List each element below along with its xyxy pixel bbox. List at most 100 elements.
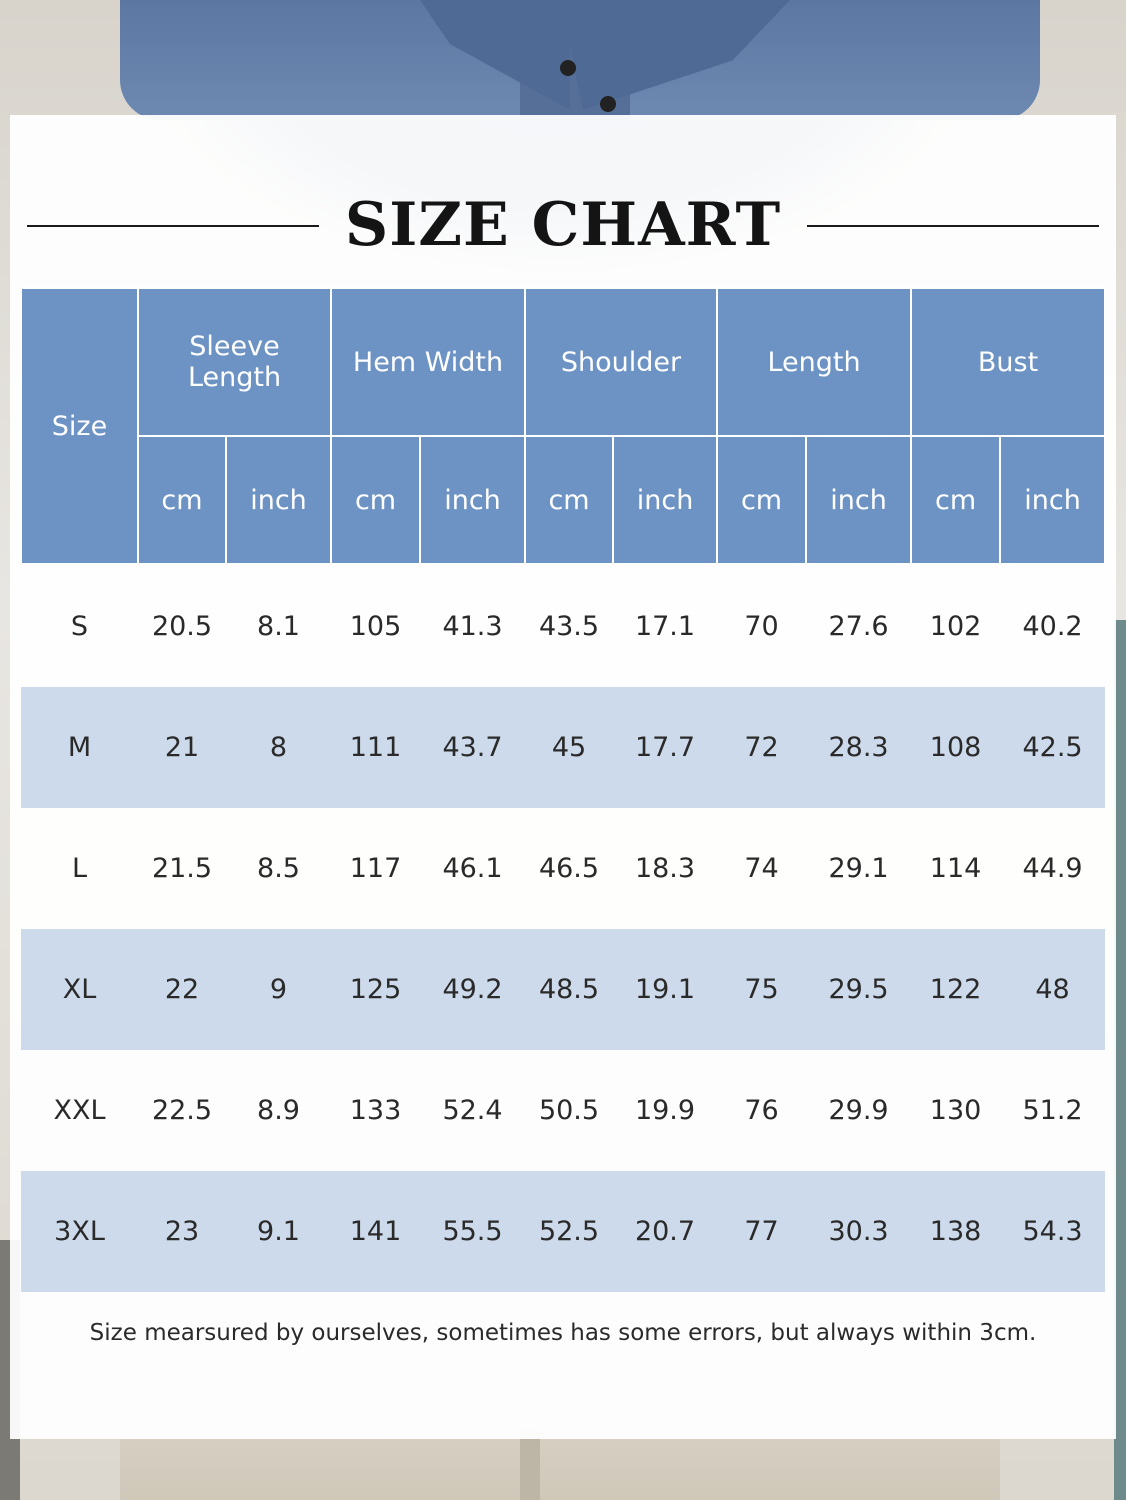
table-cell: 23 <box>138 1171 226 1292</box>
header-unit-cm: cm <box>910 435 1002 565</box>
shirt-button <box>600 96 616 112</box>
header-unit-inch: inch <box>224 435 333 565</box>
table-cell: 133 <box>349 1095 402 1126</box>
table-cell: 76 <box>744 1095 779 1126</box>
title-divider-right <box>807 225 1099 227</box>
table-cell: 125 <box>331 929 421 1050</box>
table-body: S 20.5 8.1 105 41.3 43.5 17.1 70 27.6 10… <box>21 564 1106 1292</box>
table-cell: 29.9 <box>828 1095 889 1126</box>
table-cell: 46.5 <box>538 853 600 884</box>
table-cell: 22.5 <box>151 1095 213 1126</box>
table-cell: 20.5 <box>151 610 213 642</box>
table-row: XL 22 9 125 49.2 48.5 19.1 75 29.5 122 4… <box>21 929 1106 1050</box>
table-cell: 117 <box>349 853 402 884</box>
size-cell: S <box>70 610 89 642</box>
size-cell: M <box>21 687 138 808</box>
table-cell: 50.5 <box>538 1095 600 1126</box>
header-length: Length <box>716 287 913 437</box>
table-cell: 40.2 <box>1022 610 1083 642</box>
size-chart-card: SIZE CHART Size Sleeve Length Hem Width … <box>10 115 1116 1439</box>
table-cell: 70 <box>744 610 779 642</box>
table-cell: 122 <box>911 929 1001 1050</box>
shirt-button <box>560 60 576 76</box>
table-cell: 20.7 <box>613 1171 718 1292</box>
table-cell: 8 <box>226 687 332 808</box>
header-unit-inch: inch <box>612 435 719 565</box>
table-cell: 21.5 <box>151 853 213 884</box>
table-cell: 108 <box>911 687 1001 808</box>
table-cell: 52.4 <box>442 1095 503 1126</box>
table-cell: 21 <box>138 687 226 808</box>
title-divider-left <box>27 225 319 227</box>
table-cell: 44.9 <box>1022 853 1083 884</box>
header-size: Size <box>20 287 139 565</box>
table-cell: 8.1 <box>257 610 300 642</box>
table-cell: 9.1 <box>226 1171 332 1292</box>
table-cell: 130 <box>929 1095 982 1126</box>
table-cell: 9 <box>226 929 332 1050</box>
table-cell: 54.3 <box>1000 1171 1106 1292</box>
header-unit-inch: inch <box>805 435 913 565</box>
pants-seam <box>520 1430 540 1500</box>
table-cell: 43.5 <box>538 610 600 642</box>
table-cell: 18.3 <box>634 853 696 884</box>
table-cell: 72 <box>717 687 807 808</box>
table-cell: 19.9 <box>634 1095 696 1126</box>
size-table: Size Sleeve Length Hem Width Shoulder Le… <box>20 287 1107 1292</box>
table-cell: 29.5 <box>806 929 912 1050</box>
table-cell: 77 <box>717 1171 807 1292</box>
page-title: SIZE CHART <box>344 190 782 260</box>
header-hem-width: Hem Width <box>330 287 527 437</box>
pants-photo <box>120 1430 1000 1500</box>
header-bust: Bust <box>910 287 1107 437</box>
header-unit-inch: inch <box>419 435 527 565</box>
table-row: S 20.5 8.1 105 41.3 43.5 17.1 70 27.6 10… <box>21 564 1105 687</box>
table-cell: 55.5 <box>420 1171 526 1292</box>
table-cell: 141 <box>331 1171 421 1292</box>
table-cell: 74 <box>744 853 779 884</box>
table-cell: 75 <box>717 929 807 1050</box>
header-unit-inch: inch <box>999 435 1107 565</box>
table-cell: 30.3 <box>806 1171 912 1292</box>
table-row: M 21 8 111 43.7 45 17.7 72 28.3 108 42.5 <box>21 687 1106 808</box>
header-unit-cm: cm <box>137 435 227 565</box>
table-cell: 105 <box>349 610 402 642</box>
header-sleeve-length: Sleeve Length <box>136 287 333 437</box>
size-cell: XXL <box>53 1095 106 1126</box>
table-cell: 48.5 <box>525 929 614 1050</box>
table-cell: 29.1 <box>828 853 889 884</box>
table-cell: 49.2 <box>420 929 526 1050</box>
size-cell: XL <box>21 929 138 1050</box>
table-header: Size Sleeve Length Hem Width Shoulder Le… <box>20 287 1107 565</box>
table-cell: 42.5 <box>1000 687 1106 808</box>
table-cell: 138 <box>911 1171 1001 1292</box>
header-unit-cm: cm <box>330 435 422 565</box>
table-cell: 28.3 <box>806 687 912 808</box>
header-unit-cm: cm <box>716 435 808 565</box>
table-row: XXL 22.5 8.9 133 52.4 50.5 19.9 76 29.9 … <box>21 1050 1105 1171</box>
table-cell: 111 <box>331 687 421 808</box>
size-cell: 3XL <box>21 1171 138 1292</box>
table-cell: 114 <box>929 853 982 884</box>
table-cell: 43.7 <box>420 687 526 808</box>
table-cell: 48 <box>1000 929 1106 1050</box>
header-unit-cm: cm <box>524 435 615 565</box>
table-cell: 51.2 <box>1022 1095 1083 1126</box>
background-edge-right <box>1114 620 1126 1500</box>
table-cell: 41.3 <box>442 610 503 642</box>
table-cell: 17.7 <box>613 687 718 808</box>
table-cell: 22 <box>138 929 226 1050</box>
table-cell: 45 <box>525 687 614 808</box>
table-row: L 21.5 8.5 117 46.1 46.5 18.3 74 29.1 11… <box>21 808 1105 929</box>
table-cell: 8.5 <box>257 853 300 884</box>
size-cell: L <box>71 853 88 884</box>
table-cell: 27.6 <box>828 610 889 642</box>
title-row: SIZE CHART <box>10 185 1116 265</box>
table-cell: 52.5 <box>525 1171 614 1292</box>
table-cell: 19.1 <box>613 929 718 1050</box>
table-cell: 17.1 <box>634 610 696 642</box>
table-row: 3XL 23 9.1 141 55.5 52.5 20.7 77 30.3 13… <box>21 1171 1106 1292</box>
header-shoulder: Shoulder <box>524 287 719 437</box>
table-cell: 8.9 <box>257 1095 300 1126</box>
table-cell: 102 <box>929 610 982 642</box>
